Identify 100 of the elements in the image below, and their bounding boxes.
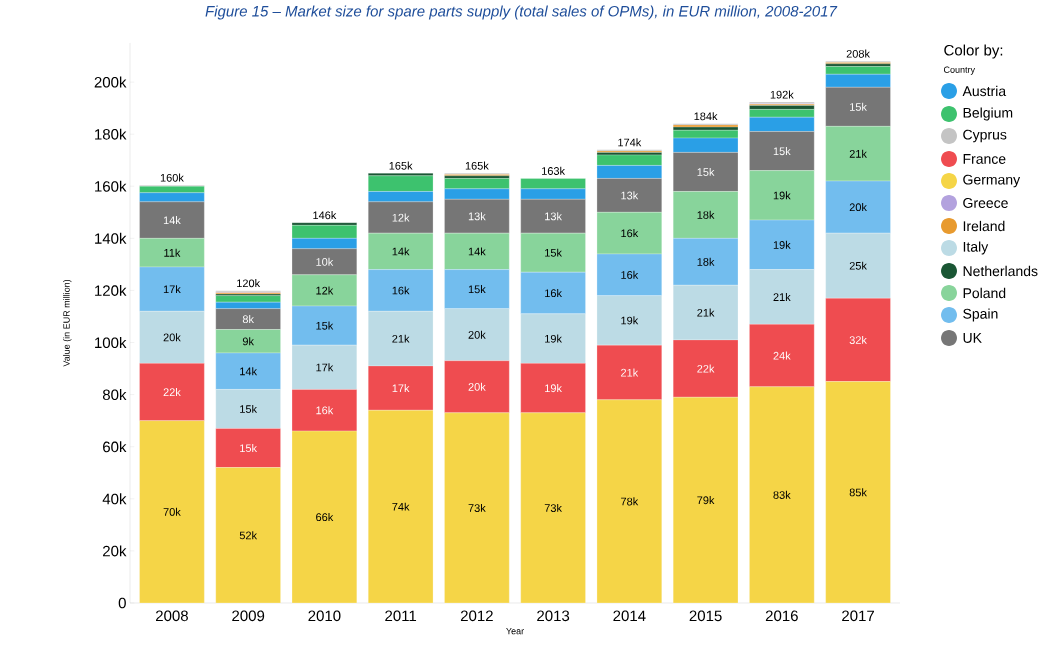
data-label: 18k	[697, 210, 715, 219]
y-axis-title: Value (in EUR million)	[63, 279, 72, 367]
y-tick-label: 20k	[103, 545, 127, 557]
data-label: 16k	[621, 270, 639, 279]
data-label: 17k	[392, 384, 410, 393]
total-label: 174k	[618, 138, 642, 147]
data-label: 16k	[316, 406, 334, 415]
y-tick-label: 80k	[102, 389, 127, 401]
total-label: 184k	[694, 112, 718, 121]
x-tick-label: 2013	[537, 610, 570, 622]
legend-label: Belgium	[963, 107, 1013, 121]
x-axis-title: Year	[506, 628, 524, 635]
data-label: 83k	[773, 490, 791, 499]
x-tick-label: 2009	[232, 610, 265, 622]
y-tick-label: 200k	[94, 76, 127, 88]
data-label: 14k	[468, 247, 486, 256]
text: Country	[943, 66, 976, 75]
legend-label: Cyprus	[963, 129, 1007, 143]
data-label: 8k	[242, 315, 254, 324]
data-label: 9k	[242, 337, 254, 346]
data-label: 15k	[468, 285, 486, 294]
data-label: 15k	[697, 167, 715, 176]
x-tick-label: 2014	[613, 610, 646, 622]
data-label: 73k	[468, 503, 486, 512]
data-label: 21k	[697, 308, 715, 317]
data-label: 19k	[621, 316, 639, 325]
x-tick-label: 2016	[765, 610, 798, 622]
data-label: 22k	[697, 364, 715, 373]
total-label: 208k	[846, 49, 871, 58]
data-label: 19k	[545, 384, 563, 393]
data-label: 52k	[239, 531, 258, 540]
data-label: 15k	[316, 321, 334, 330]
data-label: 14k	[240, 367, 258, 376]
x-tick-label: 2015	[689, 610, 722, 622]
legend-label: Poland	[963, 287, 1006, 299]
x-tick-label: 2008	[156, 610, 188, 622]
legend-title: Color by:	[944, 44, 1003, 59]
y-tick-label: 160k	[95, 180, 127, 192]
data-label: 78k	[621, 497, 639, 506]
legend-label: Austria	[962, 85, 1007, 97]
data-label: 12k	[392, 213, 410, 222]
y-tick-label: 180k	[95, 128, 127, 140]
data-label: 20k	[468, 382, 486, 391]
data-label: 20k	[468, 330, 486, 339]
y-tick-label: 140k	[95, 232, 127, 244]
data-label: 16k	[545, 289, 563, 298]
y-tick-label: 0	[118, 597, 126, 609]
data-label: 13k	[621, 191, 639, 200]
data-label: 19k	[773, 240, 791, 249]
data-label: 66k	[316, 513, 334, 522]
data-label: 79k	[697, 496, 715, 505]
data-label: 85k	[849, 488, 867, 497]
data-label: 16k	[392, 286, 410, 295]
legend-label: Greece	[963, 198, 1008, 208]
data-label: 25k	[849, 261, 867, 270]
data-label: 70k	[163, 507, 181, 516]
data-label: 21k	[849, 149, 867, 158]
total-label: 163k	[542, 166, 566, 175]
data-label: 15k	[240, 443, 258, 453]
data-label: 17k	[316, 363, 334, 372]
data-label: 15k	[773, 147, 791, 156]
x-tick-label: 2012	[460, 610, 493, 622]
data-label: 10k	[316, 257, 334, 266]
data-label: 21k	[773, 292, 791, 301]
legend-label: Spain	[963, 308, 998, 322]
data-label: 19k	[773, 191, 791, 200]
legend-label: Italy	[963, 241, 989, 255]
data-label: 17k	[163, 285, 181, 294]
data-label: 74k	[392, 502, 410, 511]
data-label: 24k	[773, 351, 791, 360]
data-label: 21k	[392, 334, 410, 343]
total-label: 165k	[389, 161, 413, 170]
data-label: 16k	[621, 229, 639, 238]
y-tick-label: 100k	[95, 337, 127, 349]
data-label: 73k	[544, 503, 563, 512]
x-tick-label: 2011	[385, 610, 417, 622]
legend-label: Netherlands	[963, 265, 1038, 277]
data-label: 19k	[545, 334, 563, 343]
data-label: 15k	[545, 248, 563, 257]
total-label: 160k	[160, 173, 184, 182]
data-label: 15k	[850, 102, 867, 111]
total-label: 146k	[313, 211, 337, 220]
data-label: 13k	[468, 212, 486, 221]
data-label: 20k	[849, 203, 867, 212]
legend-label: Ireland	[963, 220, 1005, 232]
data-label: 14k	[163, 216, 181, 225]
chart-title: Figure 15 – Market size for spare parts supply (total sales of OPMs), in EUR million, 2008-2017	[205, 5, 838, 20]
legend-label: France	[963, 154, 1006, 164]
data-label: 12k	[316, 286, 334, 295]
y-tick-label: 120k	[95, 284, 127, 296]
data-label: 14k	[392, 247, 410, 256]
total-label: 192k	[770, 90, 794, 99]
legend-label: Germany	[963, 174, 1021, 188]
data-label: 13k	[545, 212, 563, 221]
data-label: 32k	[849, 335, 867, 344]
data-label: 21k	[621, 368, 639, 377]
y-tick-label: 40k	[102, 493, 127, 505]
data-label: 22k	[163, 388, 181, 396]
x-tick-label: 2017	[842, 610, 874, 622]
data-label: 11k	[164, 248, 181, 257]
